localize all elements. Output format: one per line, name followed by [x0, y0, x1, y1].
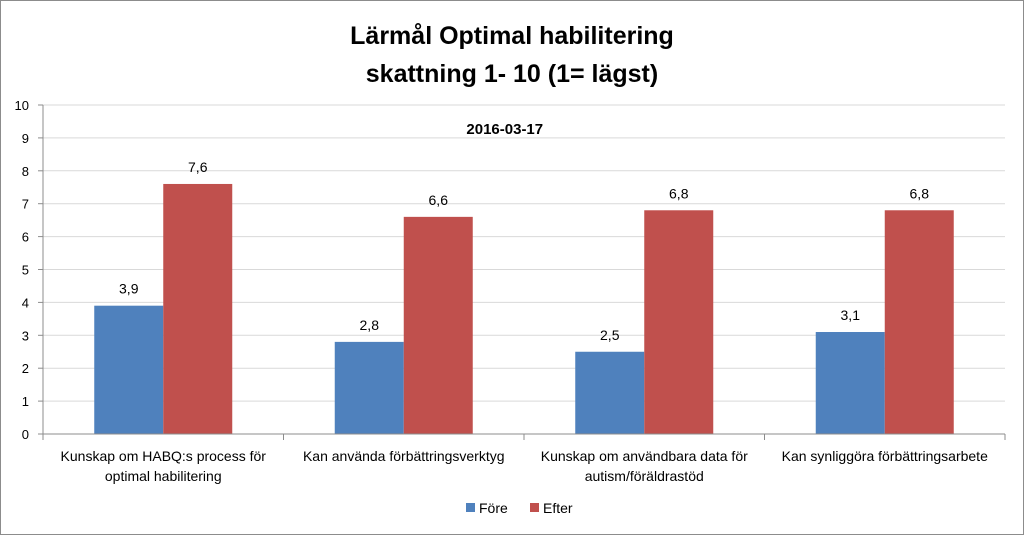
- bar-Efter-1: [403, 216, 473, 434]
- chart-title-line1: Lärmål Optimal habilitering: [350, 22, 674, 50]
- x-category-label: Kunskap om HABQ:s process för: [61, 448, 267, 464]
- bar-Efter-2: [644, 210, 714, 434]
- legend-label: Före: [479, 500, 508, 516]
- data-label: 6,8: [910, 185, 930, 201]
- x-category-label: optimal habilitering: [105, 468, 222, 484]
- data-label: 2,5: [600, 327, 620, 343]
- data-label: 6,8: [669, 185, 689, 201]
- bar-Före-1: [334, 341, 404, 434]
- y-tick-label: 10: [15, 98, 29, 113]
- data-label: 3,9: [119, 281, 139, 297]
- legend-swatch-Före: [466, 503, 475, 512]
- data-label: 6,6: [429, 192, 449, 208]
- x-category-label: Kan synliggöra förbättringsarbete: [782, 448, 988, 464]
- y-tick-label: 1: [22, 394, 29, 409]
- data-label: 2,8: [360, 317, 380, 333]
- bar-Före-3: [815, 332, 885, 434]
- y-tick-label: 8: [22, 164, 29, 179]
- legend-swatch-Efter: [530, 503, 539, 512]
- bar-Efter-0: [163, 183, 233, 434]
- y-tick-label: 0: [22, 427, 29, 442]
- y-tick-label: 9: [22, 131, 29, 146]
- y-tick-label: 6: [22, 230, 29, 245]
- y-tick-label: 7: [22, 197, 29, 212]
- bar-Efter-3: [884, 210, 954, 434]
- x-category-label: Kunskap om användbara data för: [541, 448, 748, 464]
- bar-Före-0: [94, 305, 164, 434]
- data-label: 7,6: [188, 159, 208, 175]
- y-tick-label: 5: [22, 263, 29, 278]
- bar-Före-2: [575, 351, 645, 434]
- chart-subtitle: 2016-03-17: [466, 121, 543, 138]
- x-category-label: Kan använda förbättringsverktyg: [303, 448, 505, 464]
- x-category-label: autism/föräldrastöd: [585, 468, 704, 484]
- data-label: 3,1: [841, 307, 861, 323]
- y-tick-label: 3: [22, 328, 29, 343]
- y-tick-label: 2: [22, 361, 29, 376]
- chart-title-line2: skattning 1- 10 (1= lägst): [365, 60, 659, 88]
- legend-label: Efter: [543, 500, 573, 516]
- y-tick-label: 4: [22, 295, 29, 310]
